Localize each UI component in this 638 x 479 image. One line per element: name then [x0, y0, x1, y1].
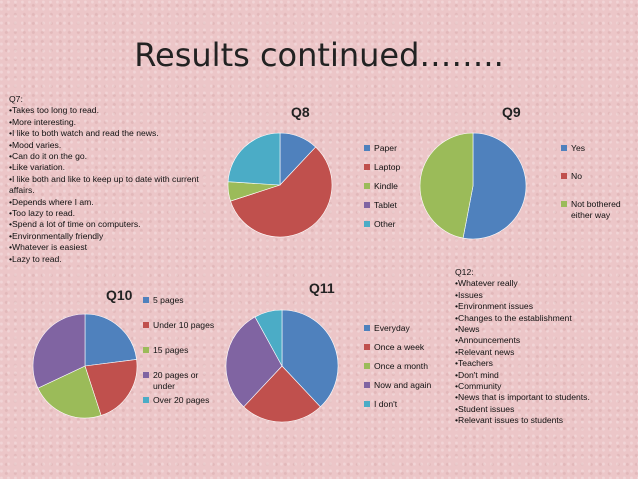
pie-slice-20-pages-or-under — [32, 313, 86, 389]
q7-item: Depends where I am. — [9, 197, 214, 208]
q12-item: Teachers — [455, 358, 635, 369]
legend-label: Now and again — [374, 380, 432, 390]
legend-swatch — [364, 401, 370, 407]
legend-swatch — [364, 363, 370, 369]
q7-item: Mood varies. — [9, 140, 214, 151]
q12-heading: Q12: — [455, 267, 474, 277]
q7-notes: Q7: Takes too long to read.More interest… — [9, 94, 214, 265]
q7-item: Lazy to read. — [9, 254, 214, 265]
q7-item: Whatever is easiest — [9, 242, 214, 253]
q12-item: News that is important to students. — [455, 392, 635, 403]
legend-label: No — [571, 171, 582, 181]
q10-pie-chart — [32, 313, 138, 419]
pie-slice-everyday — [281, 309, 339, 408]
q7-item: Too lazy to read. — [9, 208, 214, 219]
legend-label: Not bothered either way — [571, 199, 621, 220]
q8-pie-chart — [227, 132, 333, 238]
q12-item: Environment issues — [455, 301, 635, 312]
legend-label: 15 pages — [153, 345, 189, 355]
legend-swatch — [143, 322, 149, 328]
legend-swatch — [364, 382, 370, 388]
legend-swatch — [143, 372, 149, 378]
legend-label: Tablet — [374, 200, 397, 210]
q9-title: Q9 — [502, 104, 521, 120]
pie-slice-other — [227, 132, 281, 186]
legend-swatch — [143, 347, 149, 353]
slide-title: Results continued…….. — [134, 36, 504, 74]
q12-item: Relevant news — [455, 347, 635, 358]
legend-label: Everyday — [374, 323, 410, 333]
legend-swatch — [561, 201, 567, 207]
legend-swatch — [143, 297, 149, 303]
legend-swatch — [364, 183, 370, 189]
legend-label: Once a week — [374, 342, 425, 352]
legend-swatch — [561, 145, 567, 151]
legend-swatch — [364, 164, 370, 170]
legend-swatch — [561, 173, 567, 179]
q12-item: Student issues — [455, 404, 635, 415]
q8-title: Q8 — [291, 104, 310, 120]
q11-title: Q11 — [309, 280, 335, 296]
q11-pie-chart — [225, 309, 339, 423]
q12-list: Whatever reallyIssuesEnvironment issuesC… — [455, 278, 635, 426]
legend-label: 5 pages — [153, 295, 184, 305]
q7-item: I like to both watch and read the news. — [9, 128, 214, 139]
q7-item: Spend a lot of time on computers. — [9, 219, 214, 230]
q7-item: I like both and like to keep up to date … — [9, 174, 214, 197]
q12-notes: Q12: Whatever reallyIssuesEnvironment is… — [455, 267, 635, 427]
legend-label: Yes — [571, 143, 586, 153]
q12-item: Whatever really — [455, 278, 635, 289]
legend-label: Kindle — [374, 181, 398, 191]
q7-heading: Q7: — [9, 94, 23, 104]
q12-item: Issues — [455, 290, 635, 301]
q7-item: Environmentally friendly — [9, 231, 214, 242]
legend-label: I don't — [374, 399, 398, 409]
legend-swatch — [364, 145, 370, 151]
legend-label: Over 20 pages — [153, 395, 210, 405]
legend-label: Paper — [374, 143, 397, 153]
q7-item: Like variation. — [9, 162, 214, 173]
q7-item: Takes too long to read. — [9, 105, 214, 116]
q7-item: More interesting. — [9, 117, 214, 128]
q10-title: Q10 — [106, 287, 133, 303]
pie-slice-not-bothered-either-way — [419, 132, 474, 239]
q7-item: Can do it on the go. — [9, 151, 214, 162]
legend-label: Once a month — [374, 361, 428, 371]
legend-swatch — [364, 202, 370, 208]
legend-swatch — [364, 221, 370, 227]
q12-item: Don't mind — [455, 370, 635, 381]
q12-item: Relevant issues to students — [455, 415, 635, 426]
pie-slice-5-pages — [84, 313, 137, 367]
legend-label: Laptop — [374, 162, 401, 172]
legend-label: Other — [374, 219, 396, 229]
legend-swatch — [364, 344, 370, 350]
pie-slice-15-pages — [37, 365, 102, 419]
q12-item: News — [455, 324, 635, 335]
pie-slice-i-don-t — [254, 309, 283, 367]
legend-label: Under 10 pages — [153, 320, 215, 330]
pie-slice-under-10-pages — [84, 359, 138, 416]
pie-slice-laptop — [230, 146, 333, 238]
q12-item: Community — [455, 381, 635, 392]
q7-list: Takes too long to read.More interesting.… — [9, 105, 214, 265]
legend-label: 20 pages or under — [153, 370, 199, 391]
q12-item: Changes to the establishment — [455, 313, 635, 324]
pie-slice-once-a-week — [243, 365, 321, 423]
q9-pie-chart — [419, 132, 527, 240]
pie-slice-yes — [462, 132, 527, 240]
legend-swatch — [143, 397, 149, 403]
pie-slice-now-and-again — [225, 316, 283, 408]
legend-swatch — [364, 325, 370, 331]
q12-item: Announcements — [455, 335, 635, 346]
